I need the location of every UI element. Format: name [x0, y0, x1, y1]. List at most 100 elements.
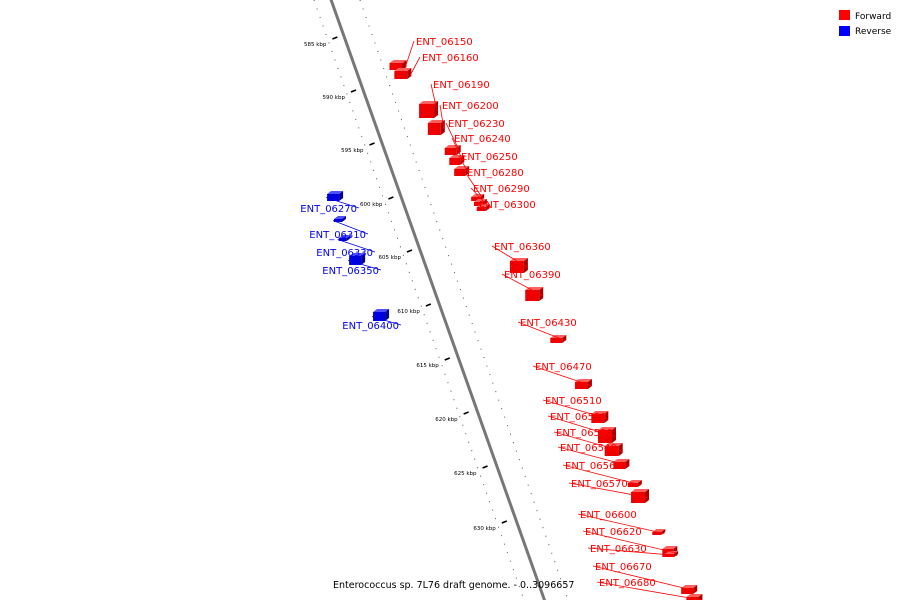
legend-label-reverse: Reverse: [855, 27, 892, 37]
gene-ent-06230[interactable]: [444, 145, 461, 155]
gene-label-ent-06620[interactable]: ENT_06620: [585, 527, 642, 538]
gene-label-ent-06540[interactable]: ENT_06540: [560, 443, 617, 454]
gene-label-ent-06530[interactable]: ENT_06530: [556, 428, 613, 439]
legend-item-forward: Forward: [839, 10, 891, 22]
kbp-tick-label: 590 kbp: [323, 95, 346, 101]
gene-ent-06390[interactable]: [525, 287, 544, 301]
gene-label-ent-06330[interactable]: ENT_06330: [316, 248, 373, 259]
gene-ent-06160[interactable]: [394, 68, 412, 79]
kbp-tick: 600 kbp: [360, 196, 394, 208]
gene-block-top: [591, 411, 609, 414]
gene-label-ent-06310[interactable]: ENT_06310: [309, 230, 366, 241]
gene-label-ent-06350[interactable]: ENT_06350: [322, 266, 379, 277]
gene-label-ent-06240[interactable]: ENT_06240: [454, 134, 511, 145]
gene-ent-06540[interactable]: [613, 459, 630, 469]
gene-block-face: [427, 123, 441, 135]
genome-caption: Enterococcus sp. 7L76 draft genome. - 0.…: [333, 580, 574, 591]
gene-block-face: [604, 446, 619, 456]
leader-line: [568, 482, 649, 498]
legend: Forward Reverse: [839, 10, 892, 37]
leader-line: [517, 321, 566, 341]
gene-label-ent-06680[interactable]: ENT_06680: [599, 578, 656, 589]
gene-ent-06330[interactable]: [338, 235, 351, 241]
gene-label-ent-06150[interactable]: ENT_06150: [416, 37, 473, 48]
kbp-tick: 585 kbp: [304, 36, 338, 48]
gene-label-ent-06160[interactable]: ENT_06160: [422, 53, 479, 64]
gene-label-ent-06430[interactable]: ENT_06430: [520, 318, 577, 329]
gene-label-ent-06560[interactable]: ENT_06560: [565, 461, 622, 472]
kbp-tick-mark: [369, 142, 375, 146]
gene-block-face: [394, 71, 408, 79]
gene-label-ent-06290[interactable]: ENT_06290: [473, 184, 530, 195]
leader-line: [491, 245, 528, 268]
gene-ent-06400[interactable]: [373, 309, 390, 321]
gene-ent-06570[interactable]: [631, 489, 650, 503]
gene-ent-06470[interactable]: [574, 379, 592, 389]
gene-ent-06350[interactable]: [349, 253, 366, 265]
kbp-tick: 605 kbp: [379, 249, 413, 261]
gene-ent-06300[interactable]: [476, 204, 490, 211]
gene-ent-06150[interactable]: [389, 60, 407, 70]
kbp-tick-mark: [425, 303, 432, 307]
gene-block-top: [349, 253, 366, 256]
gene-block-top: [598, 427, 617, 430]
gene-label-ent-06280[interactable]: ENT_06280: [467, 168, 524, 179]
gene-ent-06310[interactable]: [333, 216, 346, 222]
gene-block-side: [562, 335, 567, 343]
gene-label-ent-06470[interactable]: ENT_06470: [535, 362, 592, 373]
gene-label-ent-06360[interactable]: ENT_06360: [494, 242, 551, 253]
leader-line: [348, 260, 382, 271]
gene-ent-06670[interactable]: [681, 585, 698, 594]
gene-block-side: [440, 120, 445, 135]
gene-ent-06510[interactable]: [591, 411, 609, 423]
leader-line: [337, 239, 376, 253]
gene-ent-06360[interactable]: [509, 258, 528, 273]
gene-label-ent-06230[interactable]: ENT_06230: [448, 119, 505, 130]
leader-line: [325, 197, 360, 209]
gene-block-face: [349, 256, 362, 265]
leader-line: [405, 40, 415, 67]
kbp-tick-label: 630 kbp: [473, 526, 496, 532]
gene-block-face: [525, 290, 540, 301]
leader-line: [577, 513, 665, 534]
kbp-tick-label: 610 kbp: [397, 309, 420, 315]
gene-block-side: [341, 216, 346, 222]
kbp-tick: 615 kbp: [416, 357, 451, 369]
gene-label-ent-06510[interactable]: ENT_06510: [545, 396, 602, 407]
leader-line: [464, 171, 484, 200]
gene-block-face: [338, 238, 347, 241]
gene-block-top: [327, 191, 344, 194]
gene-block-top: [419, 101, 439, 104]
gene-ent-06190[interactable]: [419, 101, 439, 118]
gene-label-ent-06190[interactable]: ENT_06190: [433, 80, 490, 91]
gene-block-face: [652, 532, 662, 535]
leader-line: [451, 137, 464, 162]
gene-block-face: [389, 63, 403, 70]
gene-block-side: [434, 101, 439, 118]
gene-block-top: [373, 309, 390, 312]
gene-label-ent-06520[interactable]: ENT_06520: [550, 412, 607, 423]
leader-line: [409, 56, 421, 76]
reverse-swatch: [839, 26, 850, 36]
kbp-tick: 610 kbp: [397, 303, 432, 315]
gene-ent-06200[interactable]: [427, 120, 445, 135]
gene-label-ent-06200[interactable]: ENT_06200: [442, 101, 499, 112]
gene-label-ent-06270[interactable]: ENT_06270: [300, 204, 357, 215]
gene-label-ent-06570[interactable]: ENT_06570: [571, 479, 628, 490]
gene-ent-06270[interactable]: [327, 191, 344, 201]
gene-label-ent-06390[interactable]: ENT_06390: [504, 270, 561, 281]
kbp-tick-mark: [444, 357, 451, 361]
gene-ent-06530[interactable]: [604, 443, 623, 456]
gene-label-ent-06670[interactable]: ENT_06670: [595, 562, 652, 573]
gene-label-ent-06300[interactable]: ENT_06300: [479, 200, 536, 211]
gene-label-ent-06600[interactable]: ENT_06600: [580, 510, 637, 521]
gene-block-top: [550, 335, 567, 338]
gene-label-ent-06630[interactable]: ENT_06630: [590, 544, 647, 555]
gene-label-ent-06250[interactable]: ENT_06250: [461, 152, 518, 163]
gene-ent-06520[interactable]: [598, 427, 617, 443]
forward-swatch: [839, 10, 850, 20]
outer-ruler: [313, 0, 525, 600]
gene-ent-06430[interactable]: [550, 335, 567, 343]
gene-block-face: [333, 219, 342, 222]
gene-label-ent-06400[interactable]: ENT_06400: [342, 321, 399, 332]
